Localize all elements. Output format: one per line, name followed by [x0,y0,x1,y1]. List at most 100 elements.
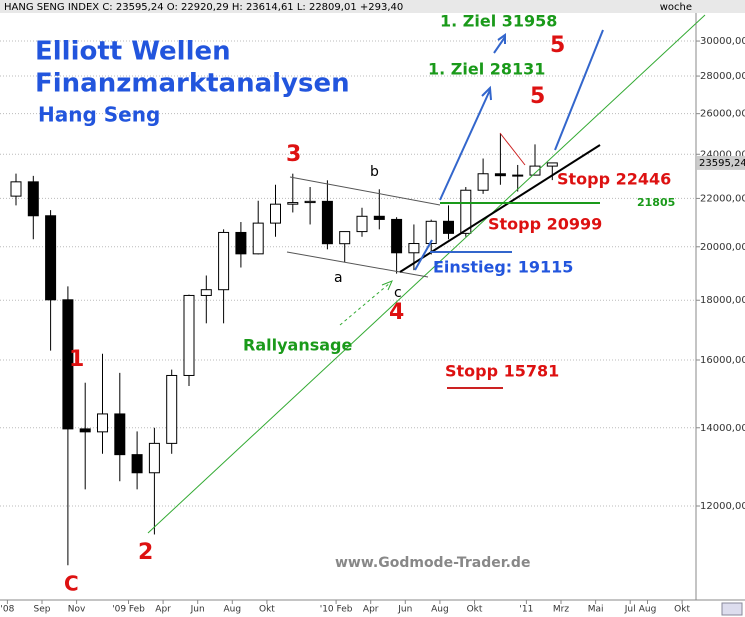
y-tick-label: 22000,00 [700,193,745,204]
wave-label: C [64,572,79,596]
candle-body [79,428,91,433]
x-tick-label: '11 [519,605,533,615]
header-instrument: HANG SENG INDEX C: 23595,24 O: 22920,29 … [4,2,403,13]
candle-body [494,173,506,177]
candle-body [512,174,524,177]
support-line [399,144,601,273]
x-tick-label: Aug [224,605,242,615]
wave-line [414,239,433,271]
drawings [147,14,706,534]
wave-label: a [334,270,343,286]
x-tick-label: Jun [190,605,205,615]
last-price-label: 23595,24 [699,158,745,169]
candle-body [131,454,143,474]
candle-body [408,243,420,254]
subtitle: Hang Seng [38,103,160,127]
x-tick-label: Okt [259,605,275,615]
header-period: woche [660,2,692,13]
candle-body [10,181,22,197]
x-tick-label: '09 Feb [112,605,145,615]
candle-body [304,200,316,204]
y-tick-label: 16000,00 [700,355,745,366]
title: Elliott Wellen [35,37,231,67]
trend-line [147,14,706,534]
channel-line [286,251,429,278]
candle-body [183,294,195,376]
candle-body [270,203,281,224]
candle-body [373,215,385,220]
annotation: 21805 [637,196,675,209]
candle-body [546,162,558,167]
x-tick-label: Okt [674,605,690,615]
x-tick-label: Apr [363,605,379,615]
candle-body [252,222,264,255]
annotation: Stopp 22446 [557,170,671,189]
wave-label: 5 [530,84,545,109]
candle-body [287,202,299,205]
candle-body [200,289,212,296]
candle-body [27,181,39,217]
last-price-box [697,155,745,170]
title: Finanzmarktanalysen [35,69,350,99]
wave-label: 1 [69,347,84,372]
candle-body [166,374,178,444]
candle-body [97,413,108,433]
arrow-head [381,280,393,291]
x-tick-label: Sep [34,605,51,615]
x-tick-label: Nov [68,605,86,615]
wave-line [499,132,526,166]
candle-body [45,215,57,301]
settings-button[interactable] [721,602,743,616]
candle-body [321,200,333,245]
annotation: Einstieg: 19115 [433,258,573,277]
wave-label: 4 [389,300,404,325]
y-tick-label: 30000,00 [700,36,745,47]
wave-label: b [370,164,379,180]
wave-label: c [394,285,402,301]
candle-body [529,165,541,176]
watermark: www.Godmode-Trader.de [335,555,530,571]
candle-body [443,220,454,234]
y-tick-label: 20000,00 [700,242,745,253]
candle-body [235,231,247,255]
annotation: 1. Ziel 28131 [428,60,545,79]
candle-body [356,215,368,233]
y-tick-label: 28000,00 [700,71,745,82]
annotation: 1. Ziel 31958 [440,12,557,31]
x-tick-label: Mai [588,605,604,615]
x-tick-label: Aug [431,605,449,615]
y-tick-label: 24000,00 [700,149,745,160]
annotation: Rallyansage [243,336,352,355]
x-tick-label: Jul [624,605,636,615]
y-tick-label: 14000,00 [700,423,745,434]
candle-body [460,189,472,234]
candle-body [477,173,489,191]
annotation: Stopp 15781 [445,362,559,381]
y-tick-label: 26000,00 [700,109,745,120]
x-tick-label: Apr [155,605,171,615]
x-tick-label: '10 Feb [320,605,353,615]
candle-body [62,299,74,430]
target-arrow [439,89,491,201]
channel-line [289,176,441,206]
header-bar [0,0,745,13]
candle-body [391,218,403,254]
wave-line [554,29,604,151]
rally-arrow [339,282,391,326]
x-tick-label: Jun [397,605,412,615]
candle-body [148,442,160,474]
arrow-head [481,85,492,101]
y-tick-label: 18000,00 [700,295,745,306]
x-tick-label: '08 [0,605,14,615]
x-tick-label: Mrz [553,605,569,615]
candle-body [425,220,437,245]
candle-body [114,413,126,456]
wave-label: 3 [286,142,301,167]
x-tick-label: Okt [467,605,483,615]
candle-body [339,231,351,245]
candle-body [218,231,230,291]
target-arrow [493,36,506,54]
arrow-head [497,33,506,44]
